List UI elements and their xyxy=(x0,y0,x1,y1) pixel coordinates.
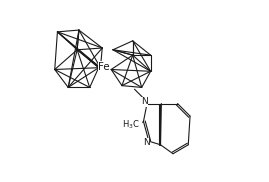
Text: N: N xyxy=(141,97,148,106)
Text: H$_3$C: H$_3$C xyxy=(122,119,140,131)
Text: N: N xyxy=(143,139,150,147)
Text: Fe: Fe xyxy=(98,62,110,72)
